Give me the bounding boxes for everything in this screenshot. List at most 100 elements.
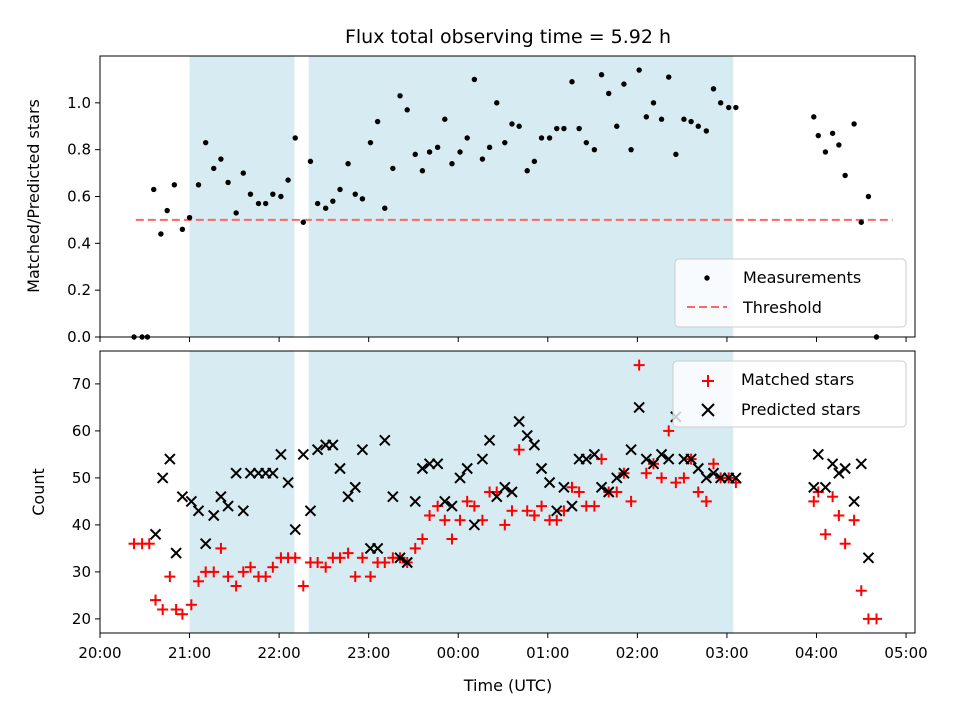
matched-star-point — [551, 514, 563, 526]
predicted-star-point — [855, 458, 867, 470]
predicted-star-point — [199, 537, 212, 550]
measurements-legend-label: Measurements — [743, 268, 861, 287]
predicted-star-point — [812, 448, 824, 461]
measurement-point — [486, 144, 493, 151]
matched-star-point — [707, 458, 719, 470]
matched-star-point — [692, 486, 704, 498]
matched-star-point — [379, 557, 391, 568]
measurement-point — [426, 149, 433, 155]
bottom-panel-axes: 20 30 40 50 60 70 20:00 21:00 22:00 23:00 00:00 01:… — [72, 375, 928, 662]
measurement-point — [851, 121, 857, 127]
predicted-star-point — [304, 505, 317, 517]
measurement-point — [211, 165, 217, 172]
measurement-point — [614, 123, 620, 129]
matched-star-point — [409, 542, 421, 554]
matched-star-point — [611, 486, 623, 498]
predicted-star-point — [334, 462, 346, 475]
top-panel-axes: 0.0 0.2 0.4 0.6 0.8 1.0 — [67, 94, 907, 346]
measurement-point — [442, 116, 448, 122]
x-tick-label: 20:00 — [78, 644, 121, 662]
predicted-star-point — [543, 476, 556, 489]
measurement-point — [858, 219, 864, 225]
predicted-star-point — [528, 439, 541, 451]
matched-star-point — [230, 580, 242, 592]
bottom-legend-box — [672, 360, 907, 428]
predicted-star-point — [237, 505, 250, 517]
y-tick-label: 0.8 — [67, 141, 91, 159]
matched-star-point — [267, 561, 279, 573]
measurement-point — [158, 231, 164, 237]
y-tick-label: 0.2 — [67, 281, 91, 299]
predicted-star-point — [431, 458, 444, 470]
predicted-star-point — [267, 467, 279, 479]
matched-star-point — [150, 594, 162, 606]
matched-star-point — [513, 444, 525, 456]
measurement-point — [218, 156, 224, 162]
matched-star-point — [670, 477, 682, 489]
measurement-point — [300, 219, 307, 225]
predicted-star-point — [663, 453, 675, 465]
predicted-star-point — [468, 519, 481, 531]
matched-star-point — [364, 571, 376, 583]
measurement-point — [494, 100, 500, 106]
predicted-star-point — [707, 467, 720, 479]
measurement-point — [164, 207, 170, 214]
predicted-star-point — [618, 467, 630, 479]
predicted-star-point — [862, 552, 875, 564]
matched-star-point — [855, 585, 867, 597]
matched-star-point — [454, 514, 466, 526]
matched-star-point — [439, 514, 451, 526]
measurement-point — [815, 132, 821, 139]
measurement-point — [464, 135, 470, 141]
measurement-point — [352, 191, 358, 197]
measurement-point — [292, 135, 298, 141]
y-tick-label: 20 — [72, 610, 91, 628]
matched-star-point — [461, 495, 473, 507]
x-tick-label: 22:00 — [258, 644, 301, 662]
predicted-star-point — [342, 490, 354, 503]
predicted-star-point — [446, 500, 458, 512]
x-axis-label: Time (UTC) — [463, 676, 552, 695]
matched-star-point — [164, 571, 176, 583]
measurement-point — [710, 86, 717, 92]
y-tick-label: 60 — [72, 422, 91, 440]
measurement-point — [842, 172, 848, 179]
measurement-point — [865, 193, 872, 200]
bottom-panel-frame — [99, 350, 916, 634]
matched-star-point — [870, 613, 882, 625]
matched-star-point — [536, 500, 548, 512]
measurement-point — [179, 226, 186, 232]
matched-star-point — [633, 359, 645, 371]
measurement-point — [583, 139, 590, 146]
predicted-star-point — [848, 495, 860, 508]
matched-star-point — [521, 505, 533, 517]
measurement-point — [502, 139, 508, 146]
measurement-point — [262, 200, 269, 207]
x-tick-label: 21:00 — [168, 644, 211, 662]
y-tick-label: 0.0 — [67, 328, 91, 346]
predicted-stars-legend-label: Predicted stars — [741, 400, 861, 419]
x-tick-label: 23:00 — [347, 644, 390, 662]
measurement-point — [412, 151, 418, 158]
matched-star-point — [499, 519, 511, 531]
top-panel-shaded-intervals — [189, 56, 734, 337]
predicted-star-point — [551, 505, 563, 517]
measurement-point — [606, 90, 612, 97]
bottom-y-axis-label: Count — [29, 468, 48, 516]
predicted-star-point — [808, 481, 820, 494]
x-tick-label: 00:00 — [437, 644, 480, 662]
matched-star-point — [819, 528, 831, 540]
measurement-point — [337, 186, 343, 193]
predicted-star-point — [819, 481, 832, 494]
predicted-star-point — [826, 458, 839, 470]
measurement-point — [666, 74, 672, 80]
shaded-interval-1 — [189, 56, 295, 337]
matched-star-point — [193, 575, 205, 587]
y-tick-label: 40 — [72, 516, 91, 534]
predicted-star-point — [839, 462, 851, 475]
predicted-star-point — [491, 490, 503, 503]
predicted-star-point — [282, 476, 294, 489]
predicted-star-point — [208, 509, 220, 522]
measurement-point — [471, 76, 478, 83]
